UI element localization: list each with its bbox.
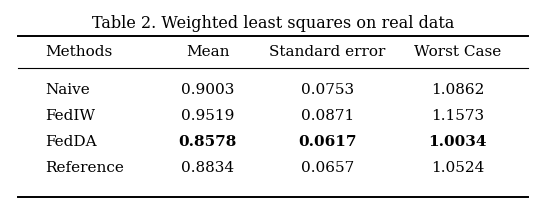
Text: Mean: Mean xyxy=(186,45,229,59)
Text: Reference: Reference xyxy=(45,161,124,175)
Text: 1.0524: 1.0524 xyxy=(431,161,484,175)
Text: Methods: Methods xyxy=(45,45,112,59)
Text: 0.0753: 0.0753 xyxy=(301,83,354,97)
Text: 1.1573: 1.1573 xyxy=(431,109,484,123)
Text: FedIW: FedIW xyxy=(45,109,95,123)
Text: 1.0034: 1.0034 xyxy=(429,135,487,149)
Text: 0.0871: 0.0871 xyxy=(301,109,354,123)
Text: 0.9003: 0.9003 xyxy=(181,83,234,97)
Text: 0.8834: 0.8834 xyxy=(181,161,234,175)
Text: 0.0617: 0.0617 xyxy=(298,135,357,149)
Text: Naive: Naive xyxy=(45,83,90,97)
Text: Table 2. Weighted least squares on real data: Table 2. Weighted least squares on real … xyxy=(92,16,454,32)
Text: 0.9519: 0.9519 xyxy=(181,109,234,123)
Text: 0.8578: 0.8578 xyxy=(179,135,237,149)
Text: 1.0862: 1.0862 xyxy=(431,83,484,97)
Text: Standard error: Standard error xyxy=(269,45,385,59)
Text: Worst Case: Worst Case xyxy=(414,45,501,59)
Text: FedDA: FedDA xyxy=(45,135,97,149)
Text: 0.0657: 0.0657 xyxy=(301,161,354,175)
